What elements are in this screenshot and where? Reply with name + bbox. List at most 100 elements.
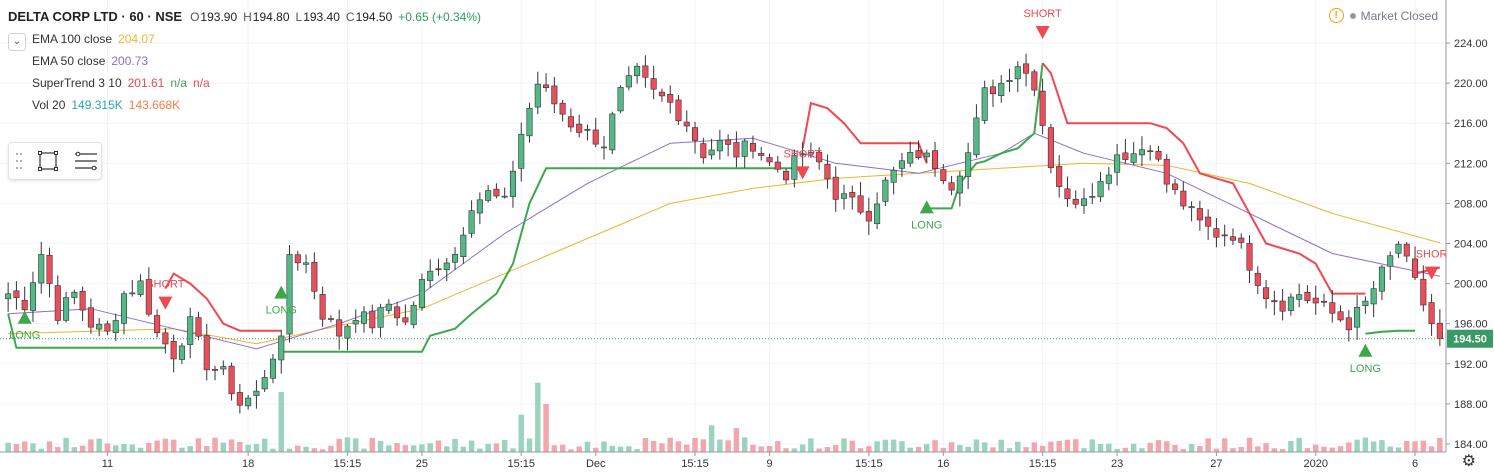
volume-bar	[220, 442, 227, 452]
candle-body	[220, 366, 227, 370]
candle-body	[402, 317, 409, 323]
candle-body	[21, 299, 28, 311]
candle-body	[840, 193, 848, 199]
vol-name: Vol 20	[32, 98, 66, 112]
candle-body	[1304, 292, 1311, 301]
volume-bar	[981, 442, 988, 452]
volume-bar	[1114, 448, 1120, 452]
volume-bar	[1387, 446, 1393, 452]
candle-body	[584, 129, 591, 131]
long-arrow-icon	[1358, 343, 1373, 357]
candle-body	[1155, 150, 1162, 160]
volume-bar	[444, 446, 450, 452]
candle-body	[170, 340, 177, 360]
supertrend-name: SuperTrend 3 10	[32, 76, 122, 90]
volume-bar	[1064, 439, 1071, 452]
candle-body	[932, 150, 939, 169]
volume-bar	[617, 446, 624, 452]
candle-body	[253, 390, 260, 396]
price-tick-label: 212.00	[1454, 158, 1488, 170]
volume-bar	[336, 438, 342, 452]
volume-bar	[1089, 439, 1096, 452]
candle-body	[600, 146, 608, 149]
short-arrow-icon	[795, 166, 810, 180]
ema100-line	[8, 162, 1441, 345]
volume-bar	[750, 444, 756, 452]
last-price-label: 194.50	[1453, 334, 1487, 346]
settings-gear-icon[interactable]: ⚙	[1461, 453, 1476, 470]
legend-supertrend[interactable]: SuperTrend 3 10 201.61 n/a n/a	[32, 72, 481, 94]
candle-body	[360, 311, 368, 324]
volume-bar	[940, 447, 947, 452]
symbol-title[interactable]: DELTA CORP LTD · 60 · NSE	[8, 9, 183, 24]
legend-open: O193.90	[190, 6, 237, 28]
volume-bar	[1354, 439, 1360, 452]
candle-body	[1130, 153, 1137, 163]
rectangle-tool-button[interactable]	[34, 147, 62, 175]
volume-bar	[957, 445, 963, 452]
drag-handle-icon[interactable]	[14, 149, 24, 173]
warning-icon[interactable]: !	[1328, 8, 1344, 23]
candle-body	[981, 87, 988, 121]
volume-bar	[882, 439, 889, 452]
volume-bar	[278, 392, 284, 452]
candle-body	[857, 195, 864, 213]
candle-body	[294, 254, 301, 264]
volume-bar	[146, 442, 152, 452]
time-tick-label: 15:15	[334, 458, 362, 470]
volume-bar	[535, 382, 541, 452]
candle-body	[700, 143, 707, 159]
volume-bar	[237, 442, 243, 452]
lines-tool-button[interactable]	[72, 147, 100, 175]
volume-bar	[932, 440, 938, 452]
candle-body	[1138, 149, 1145, 156]
candle-body	[38, 254, 45, 284]
candle-body	[1387, 255, 1394, 267]
candle-body	[501, 195, 508, 198]
candle-body	[369, 310, 376, 329]
signal-label-long: LONG	[911, 219, 942, 231]
volume-bar	[121, 443, 127, 452]
candle-body	[1279, 300, 1286, 312]
volume-bar	[948, 442, 955, 452]
volume-bar	[543, 404, 549, 452]
candle-body	[617, 87, 624, 112]
candle-body	[824, 163, 831, 180]
legend-collapse-chevron-icon[interactable]: ⌄	[8, 33, 26, 51]
time-tick-label: 15:15	[681, 458, 709, 470]
drawing-toolbox	[8, 142, 102, 180]
candle-body	[816, 151, 823, 163]
ema50-path	[8, 132, 1441, 350]
volume-bar	[634, 448, 640, 452]
chart-grid	[0, 0, 1446, 452]
candle-body	[13, 290, 20, 298]
candle-body	[112, 320, 119, 334]
volume-bar	[96, 438, 102, 452]
volume-bar	[576, 446, 582, 452]
volume-bar	[700, 439, 707, 452]
candle-body	[865, 211, 872, 222]
candle-body	[1312, 297, 1319, 304]
legend-volume[interactable]: Vol 20 149.315K 143.668K	[32, 94, 481, 116]
volume-bar	[501, 439, 508, 452]
volume-bar	[1221, 438, 1228, 452]
open-value: 193.90	[200, 10, 238, 24]
volume-bar	[419, 444, 425, 452]
legend-ema100[interactable]: EMA 100 close 204.07	[32, 28, 481, 50]
candle-body	[948, 182, 955, 191]
candle-body	[592, 129, 599, 145]
volume-bar	[319, 449, 326, 452]
volume-bar	[311, 448, 318, 452]
candle-body	[1354, 306, 1361, 328]
volume-bar	[1048, 441, 1054, 452]
candle-body	[783, 170, 790, 181]
volume-bar	[675, 441, 682, 452]
vol-value: 149.315K	[71, 98, 123, 112]
price-tick-label: 220.00	[1454, 78, 1488, 90]
candle-body	[319, 294, 326, 320]
volume-bar	[170, 439, 177, 452]
legend-ema50[interactable]: EMA 50 close 200.73	[32, 50, 481, 72]
volume-bar	[1288, 441, 1294, 452]
